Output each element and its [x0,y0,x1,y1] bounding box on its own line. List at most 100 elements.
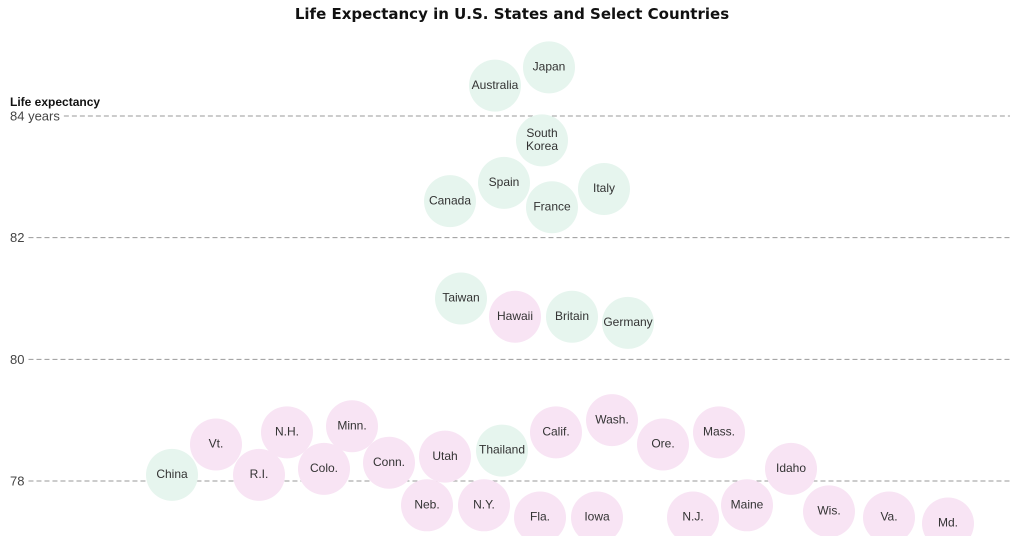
data-point-ore[interactable]: Ore. [637,418,689,471]
bubble [516,114,568,167]
bubble-label: Va. [880,510,897,524]
bubble [469,59,521,112]
bubble-label: Hawaii [497,309,533,323]
bubble [233,448,285,501]
bubble [637,418,689,471]
data-point-hawaii[interactable]: Hawaii [489,290,541,343]
data-point-canada[interactable]: Canada [424,175,476,228]
bubble-label: Britain [555,309,589,323]
bubble-label: Neb. [414,497,439,511]
bubble [922,497,974,536]
data-point-idaho[interactable]: Idaho [765,442,817,495]
bubble [363,436,415,489]
bubble [401,479,453,532]
data-point-n-y[interactable]: N.Y. [458,479,510,532]
bubble-label: Calif. [542,424,569,438]
bubble [476,424,528,477]
bubble [571,491,623,536]
bubble-label: Canada [429,193,471,207]
y-tick-label: 82 [10,230,24,245]
bubble-label: Wash. [595,412,629,426]
bubble-label: Idaho [776,461,806,475]
data-point-minn[interactable]: Minn. [326,400,378,453]
bubble-label: South Korea [526,126,558,153]
bubble [419,430,471,483]
bubble-label: Japan [533,60,566,74]
bubble [523,41,575,94]
bubble-label: N.Y. [473,497,495,511]
data-point-neb[interactable]: Neb. [401,479,453,532]
bubble-label: N.H. [275,424,299,438]
bubble [863,491,915,536]
bubble [721,479,773,532]
bubble [458,479,510,532]
bubble-label: Germany [603,315,652,329]
bubble [435,272,487,325]
bubble-label: China [156,467,188,481]
bubble-label: N.J. [682,510,703,524]
data-point-south-korea[interactable]: South Korea [516,114,568,167]
data-point-germany[interactable]: Germany [602,296,654,349]
data-point-spain[interactable]: Spain [478,156,530,209]
bubble-label: Colo. [310,461,338,475]
bubble [526,181,578,234]
data-point-r-i[interactable]: R.I. [233,448,285,501]
data-point-mass[interactable]: Mass. [693,406,745,459]
data-point-utah[interactable]: Utah [419,430,471,483]
data-point-calif[interactable]: Calif. [530,406,582,459]
data-point-n-j[interactable]: N.J. [667,491,719,536]
bubble-label: Thailand [479,443,525,457]
bubble [146,448,198,501]
bubble-label: R.I. [250,467,269,481]
data-point-taiwan[interactable]: Taiwan [435,272,487,325]
bubble-label: Australia [472,78,519,92]
data-point-md[interactable]: Md. [922,497,974,536]
y-axis-title: Life expectancy [10,95,100,109]
data-point-japan[interactable]: Japan [523,41,575,94]
bubble-label: Minn. [337,418,366,432]
data-point-va[interactable]: Va. [863,491,915,536]
data-point-n-h[interactable]: N.H. [261,406,313,459]
bubble [298,442,350,495]
data-point-iowa[interactable]: Iowa [571,491,623,536]
data-point-conn[interactable]: Conn. [363,436,415,489]
bubble-label: Utah [432,449,457,463]
data-point-maine[interactable]: Maine [721,479,773,532]
bubble [489,290,541,343]
data-point-france[interactable]: France [526,181,578,234]
bubble-label: Wis. [817,504,840,518]
bubble [803,485,855,536]
bubble [546,290,598,343]
bubble-label: Taiwan [442,291,479,305]
bubble [667,491,719,536]
data-point-wash[interactable]: Wash. [586,394,638,447]
bubble [765,442,817,495]
bubble-label: Italy [593,181,615,195]
data-point-britain[interactable]: Britain [546,290,598,343]
bubble [578,162,630,215]
data-point-china[interactable]: China [146,448,198,501]
bubble [261,406,313,459]
bubble [478,156,530,209]
data-point-australia[interactable]: Australia [469,59,521,112]
bubble-label: Vt. [209,437,224,451]
chart-title: Life Expectancy in U.S. States and Selec… [294,5,730,23]
bubble-label: Mass. [703,424,735,438]
data-point-wis[interactable]: Wis. [803,485,855,536]
data-point-fla[interactable]: Fla. [514,491,566,536]
bubble [693,406,745,459]
bubble [424,175,476,228]
bubble-label: Fla. [530,510,550,524]
bubble-label: Spain [489,175,520,189]
data-point-italy[interactable]: Italy [578,162,630,215]
y-tick-label: 78 [10,473,24,488]
data-point-vt[interactable]: Vt. [190,418,242,471]
bubble-layer: Japan Australia South Korea Spain Italy Canada… [146,41,974,536]
bubble [586,394,638,447]
y-tick-label: 80 [10,352,24,367]
data-point-thailand[interactable]: Thailand [476,424,528,477]
bubble [530,406,582,459]
bubble-label: Md. [938,516,958,530]
data-point-colo[interactable]: Colo. [298,442,350,495]
